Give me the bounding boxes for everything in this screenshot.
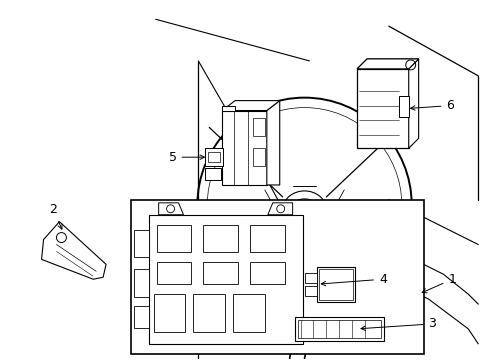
Bar [294, 317, 383, 341]
Bar [304, 286, 317, 296]
Polygon shape [266, 100, 279, 185]
Polygon shape [267, 203, 292, 215]
Bar [252, 118, 264, 136]
Polygon shape [408, 59, 418, 148]
Bar [203, 225, 238, 252]
Bar [156, 262, 191, 284]
Polygon shape [356, 59, 418, 69]
Bar [134, 230, 148, 257]
Bar [205, 168, 221, 180]
Polygon shape [222, 100, 279, 111]
Bar [208, 152, 220, 162]
Polygon shape [158, 203, 183, 215]
Text: 4: 4 [321, 273, 386, 286]
Polygon shape [356, 59, 418, 69]
Bar [297, 320, 380, 338]
Bar [153, 294, 185, 332]
Bar [356, 69, 408, 148]
Polygon shape [222, 105, 235, 111]
Bar [148, 215, 302, 344]
Text: 3: 3 [360, 318, 436, 330]
Bar [193, 294, 224, 332]
Polygon shape [41, 222, 106, 279]
Bar [319, 269, 352, 300]
Bar [249, 225, 284, 252]
Bar [134, 306, 148, 328]
Bar [222, 111, 266, 185]
Text: 2: 2 [49, 203, 62, 229]
Bar [398, 96, 408, 117]
Bar [233, 294, 264, 332]
Bar [249, 262, 284, 284]
Bar [203, 262, 238, 284]
Text: 6: 6 [410, 99, 453, 112]
Text: 5: 5 [168, 151, 204, 164]
Bar [205, 148, 223, 166]
Bar [252, 148, 264, 166]
Bar [156, 225, 191, 252]
Bar [131, 200, 423, 354]
Text: 1: 1 [421, 273, 455, 293]
Bar [317, 267, 354, 302]
Bar [304, 273, 317, 283]
Bar [134, 269, 148, 297]
